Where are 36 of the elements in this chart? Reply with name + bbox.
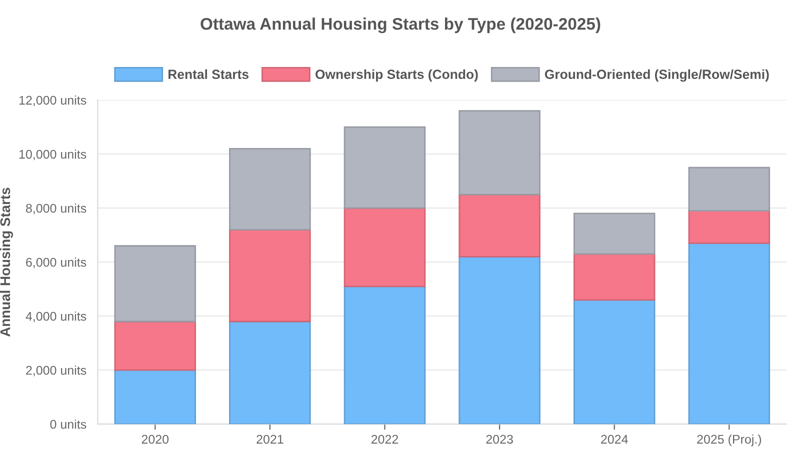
legend-label: Rental Starts (168, 69, 248, 80)
y-tick-label: 2,000 units (26, 366, 86, 376)
y-tick-label: 4,000 units (26, 312, 86, 322)
y-tick-label: 8,000 units (26, 204, 86, 214)
bar (344, 286, 426, 424)
bar (458, 194, 540, 258)
x-tick-label: 2022 (371, 434, 398, 444)
bar (114, 320, 196, 371)
y-tick-label: 0 units (50, 420, 86, 429)
x-tick-label: 2024 (601, 434, 628, 444)
bar (114, 369, 196, 424)
y-axis-title: Annual Housing Starts (0, 188, 13, 337)
x-tick-label: 2025 (Proj.) (697, 434, 762, 446)
bar (229, 228, 311, 322)
legend-label: Ground-Oriented (Single/Row/Semi) (544, 69, 769, 82)
x-tick-label: 2021 (256, 434, 284, 444)
bar (458, 110, 540, 196)
bar (573, 212, 656, 255)
bar (573, 253, 656, 301)
y-tick-label: 12,000 units (19, 96, 86, 106)
bar (688, 166, 770, 212)
x-tick-label: 2023 (486, 434, 513, 444)
bar (688, 210, 770, 244)
y-tick-label: 6,000 units (26, 258, 86, 268)
y-tick-label: 10,000 units (19, 150, 86, 160)
bar (573, 299, 656, 424)
bar (344, 207, 426, 288)
bar (229, 148, 311, 230)
chart-title: Ottawa Annual Housing Starts by Type (2020-2025) (200, 18, 600, 34)
bar (229, 320, 311, 424)
x-tick-label: 2020 (142, 434, 169, 444)
bar (458, 256, 540, 424)
bar (344, 126, 426, 209)
legend-label: Ownership Starts (Condo) (316, 69, 478, 82)
bar (688, 242, 770, 424)
bar (114, 245, 196, 322)
